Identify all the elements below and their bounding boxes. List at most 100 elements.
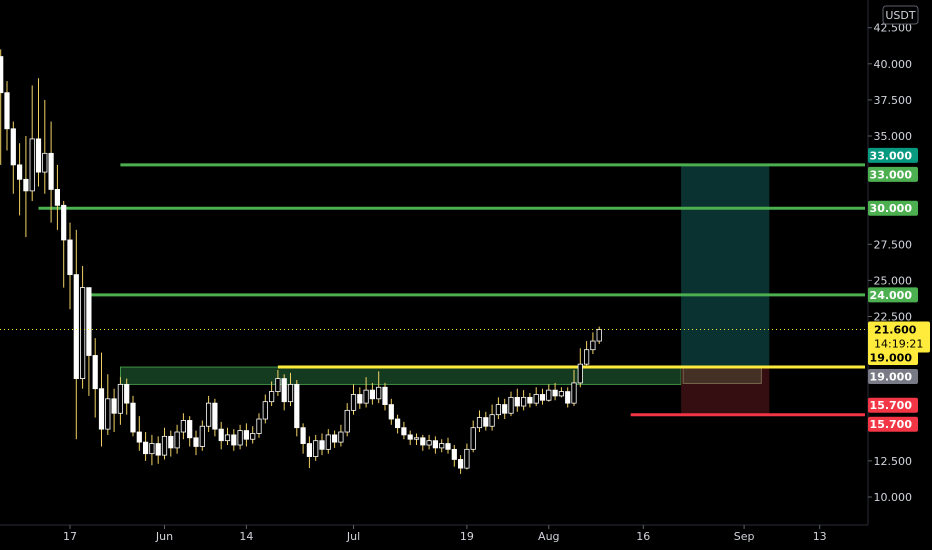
candle-body [445,443,451,450]
x-tick-label: 17 [63,530,77,543]
level-30-tag[interactable] [868,200,918,216]
candle-body [231,434,237,446]
candle-body [48,152,54,190]
current-price-tag[interactable] [868,321,930,353]
candle-body [552,389,558,397]
zones-layer [120,164,770,415]
candle-body [508,396,514,414]
candle-body [243,430,249,440]
candle-body [502,404,508,414]
y-tick-label: 12.500 [874,455,913,468]
candle-body [344,409,350,433]
candle-body [483,417,489,427]
candle-body [29,138,35,192]
time-axis[interactable]: 17 Jun 14 Jul 19 Aug 16 Sep 13 [0,524,868,543]
stop-tag-label: 15.700 [870,399,913,412]
currency-label: USDT [885,9,916,22]
y-tick-label: 40.000 [874,58,913,71]
price-axis[interactable]: 42.500 40.000 37.500 35.000 27.500 25.000 22.5… [867,0,932,550]
candle-body [237,430,243,446]
candle-body [489,414,495,427]
candle-body [382,386,388,405]
candle-body [476,417,483,429]
candle-body [363,389,369,404]
position-box [682,367,762,384]
candle-body [35,138,42,173]
candle-body [495,404,502,416]
candle-body [527,396,533,404]
countdown-label: 14:19:21 [874,337,923,350]
candle-body [174,431,180,449]
candle-body [130,402,136,433]
y-tick-label: 22.500 [874,311,913,324]
candle-body [224,434,231,442]
price-axis-bg [868,0,932,550]
candle-body [584,349,590,365]
levels-layer [38,163,865,417]
candle-body [376,386,382,400]
candle-body [67,239,73,276]
candle-body [401,427,407,436]
candle-body [256,418,262,434]
candle-body [212,402,218,430]
candle-body [80,287,86,379]
level-24-tag[interactable] [868,287,918,303]
target-tag[interactable] [868,147,918,163]
candle-body [388,404,394,420]
candle-body [357,394,363,404]
candle-body [149,443,155,455]
candle-body [136,431,142,443]
candle-body [565,391,571,404]
candle-body [98,388,105,430]
target-tag-label: 33.000 [870,149,913,162]
candle-body [432,440,439,449]
candle-body [180,420,186,433]
candle-body [426,440,432,446]
candle-body [168,435,174,449]
candle-body [124,383,130,404]
y-tick-label: 10.000 [874,491,913,504]
candle-body [142,441,149,455]
candle-body [338,431,344,443]
candle-body [155,443,161,456]
candle-body [407,434,413,440]
currency-badge[interactable]: USDT [882,5,919,25]
candle-body [596,329,602,342]
level-33-tag[interactable] [868,166,918,182]
candle-body [514,396,520,407]
candle-body [313,440,319,457]
candle-body [105,398,111,430]
candle-body [319,440,325,450]
candle-body [464,448,470,469]
y-tick-label: 25.000 [874,274,913,287]
candle-body [16,164,23,180]
candle-body [451,448,457,460]
candle-body [10,128,16,166]
candle-body [521,396,527,407]
x-tick-label: 19 [460,530,474,543]
candle-body [577,363,583,384]
candle-body [394,418,401,429]
candle-body [439,443,445,449]
stop-tag-2[interactable] [868,416,918,432]
target-zone [681,164,770,368]
candle-body [4,92,10,130]
candle-body [23,178,29,192]
candle-body [470,427,476,450]
candle-body [369,389,376,400]
candle-body [92,355,98,390]
entry-gray-tag[interactable] [868,369,918,385]
candle-body [0,56,4,94]
demand-zone [120,366,682,385]
stop-tag[interactable] [868,397,918,413]
candle-body [331,434,338,443]
candle-body [193,437,199,447]
level-30-tag-label: 30.000 [870,202,913,215]
candle-body [539,394,546,401]
candle-body [199,425,205,447]
x-tick-label: Jul [346,530,360,543]
entry-tag-label: 19.000 [870,352,913,365]
entry-tag[interactable] [868,350,918,366]
candle-body [281,378,287,403]
